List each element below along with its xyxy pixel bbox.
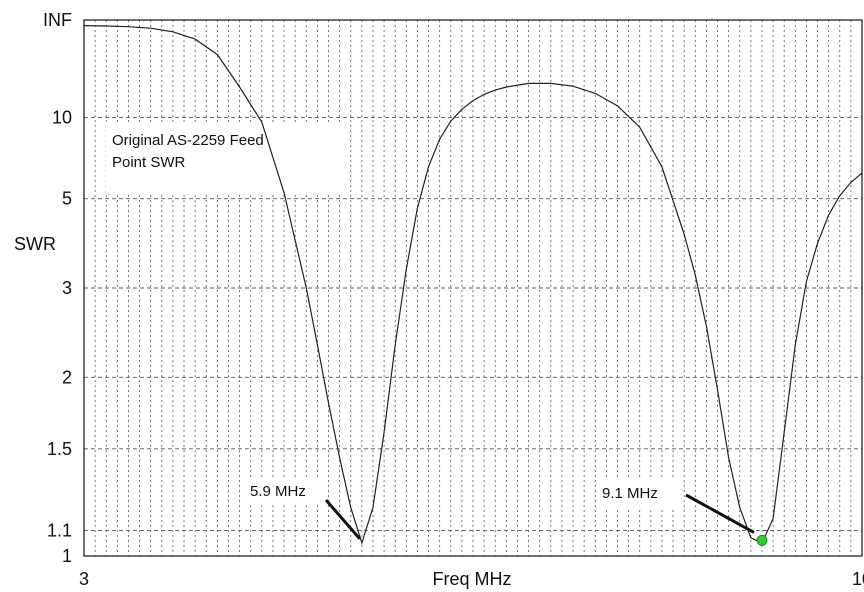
y-axis-label: SWR bbox=[14, 234, 56, 254]
x-tick-label-2: 10 bbox=[852, 569, 864, 589]
annotation-1-background bbox=[242, 477, 326, 505]
note-box-background bbox=[106, 124, 344, 194]
annotation-2: 9.1 MHz bbox=[596, 479, 768, 546]
y-tick-label-3: 1.5 bbox=[47, 439, 72, 459]
x-axis-label: Freq MHz bbox=[432, 569, 511, 589]
annotation-1-label: 5.9 MHz bbox=[250, 483, 306, 500]
annotation-2-background bbox=[596, 479, 682, 507]
y-tick-label-2: 1.1 bbox=[47, 520, 72, 540]
x-tick-label-1: 3 bbox=[79, 569, 89, 589]
y-tick-label-5: 3 bbox=[62, 278, 72, 298]
y-tick-label-4: 2 bbox=[62, 367, 72, 387]
x-tick-labels: 3 10 bbox=[79, 569, 864, 589]
vertical-grid bbox=[94, 20, 852, 556]
y-tick-label-7: 10 bbox=[52, 107, 72, 127]
y-tick-label-8: INF bbox=[43, 10, 72, 30]
horizontal-grid bbox=[84, 117, 862, 531]
annotation-1-pointer bbox=[324, 499, 361, 540]
y-tick-label-6: 5 bbox=[62, 189, 72, 209]
resonance-marker bbox=[756, 534, 768, 546]
note-line-2: Point SWR bbox=[112, 154, 186, 171]
note-line-1: Original AS-2259 Feed bbox=[112, 132, 264, 149]
y-tick-labels: 1 1.1 1.5 2 3 5 10 INF bbox=[43, 10, 72, 566]
annotation-1: 5.9 MHz bbox=[242, 477, 361, 540]
annotation-2-label: 9.1 MHz bbox=[602, 485, 658, 502]
y-tick-label-1: 1 bbox=[62, 546, 72, 566]
note-box: Original AS-2259 Feed Point SWR bbox=[106, 124, 344, 194]
plot-border bbox=[83, 19, 863, 557]
annotation-2-pointer bbox=[685, 493, 755, 534]
swr-series-line bbox=[83, 25, 863, 545]
